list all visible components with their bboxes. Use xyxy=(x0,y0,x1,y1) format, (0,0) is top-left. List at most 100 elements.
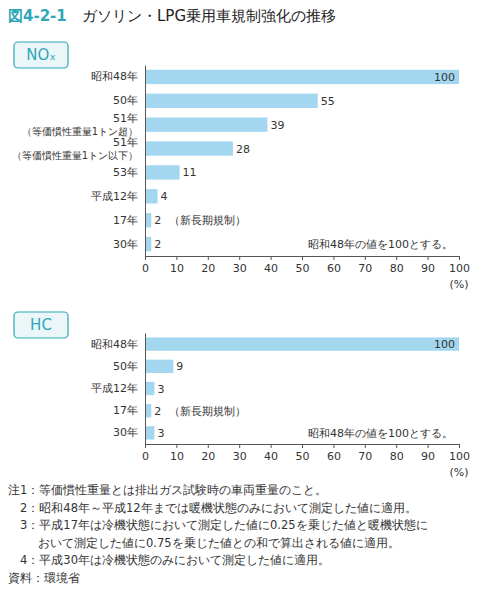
chart: NOₓ0102030405060708090100(%)昭和48年50年51年（… xyxy=(12,42,470,291)
data-label: 55 xyxy=(321,95,335,108)
bar xyxy=(145,426,154,439)
bar xyxy=(145,70,459,84)
note-line: 4：平成30年は冷機状態のみにおいて測定した値に適用。 xyxy=(20,553,330,567)
chart-title: NOₓ xyxy=(26,46,56,64)
bars xyxy=(145,70,459,251)
note: 3：平成17年は冷機状態において測定した値に0.25を乗じた値と暖機状態において… xyxy=(20,518,428,550)
bar xyxy=(145,165,180,179)
x-tick: 80 xyxy=(390,444,404,463)
x-axis: 0102030405060708090100 xyxy=(142,256,470,275)
x-tick-mark xyxy=(208,256,209,260)
x-tick-mark xyxy=(333,256,334,260)
y-tick-label: 30年 xyxy=(113,426,138,439)
bar xyxy=(145,382,154,395)
x-tick-label: 10 xyxy=(170,450,184,463)
x-tick: 100 xyxy=(449,444,470,463)
x-axis-label: (%) xyxy=(449,278,468,291)
y-tick-label-line: 51年 xyxy=(113,112,138,125)
x-tick-mark xyxy=(396,256,397,260)
data-label: 28 xyxy=(236,143,250,156)
x-tick-mark xyxy=(271,256,272,260)
x-tick: 70 xyxy=(358,256,372,275)
x-tick-mark xyxy=(459,444,460,448)
data-label: 9 xyxy=(176,360,183,373)
data-label: 11 xyxy=(183,166,197,179)
x-tick-mark xyxy=(239,256,240,260)
y-tick-label: 平成12年 xyxy=(91,382,138,395)
annotation: 昭和48年の値を100とする。 xyxy=(308,427,453,440)
x-tick: 50 xyxy=(296,444,310,463)
x-tick-mark xyxy=(365,444,366,448)
y-tick-label: 50年 xyxy=(113,94,138,107)
x-tick-mark xyxy=(428,444,429,448)
x-tick: 0 xyxy=(142,444,149,463)
x-tick: 20 xyxy=(201,256,215,275)
note: 4：平成30年は冷機状態のみにおいて測定した値に適用。 xyxy=(20,553,330,567)
bar xyxy=(145,94,318,108)
x-tick-mark xyxy=(176,444,177,448)
y-tick-label: 30年 xyxy=(113,238,138,251)
x-tick-label: 20 xyxy=(201,262,215,275)
x-tick: 30 xyxy=(233,256,247,275)
data-label: 100 xyxy=(434,338,455,351)
y-tick-label: 平成12年 xyxy=(91,190,138,203)
x-tick-mark xyxy=(208,444,209,448)
x-tick-label: 70 xyxy=(358,262,372,275)
x-tick-label: 60 xyxy=(327,450,341,463)
x-tick-mark xyxy=(428,256,429,260)
x-tick-mark xyxy=(145,256,146,260)
x-tick-label: 50 xyxy=(296,262,310,275)
chart: HC0102030405060708090100(%)昭和48年50年平成12年… xyxy=(14,312,470,479)
y-tick: 50年 xyxy=(113,94,145,107)
x-tick-label: 50 xyxy=(296,450,310,463)
y-tick-label-line: （等価慣性重量1トン以下） xyxy=(12,150,138,161)
x-tick-mark xyxy=(239,444,240,448)
data-label: 4 xyxy=(161,190,168,203)
x-tick-label: 30 xyxy=(233,450,247,463)
x-axis-label: (%) xyxy=(449,466,468,479)
bar xyxy=(145,189,158,203)
bars xyxy=(145,337,459,439)
x-tick: 60 xyxy=(327,256,341,275)
y-tick: 平成12年 xyxy=(91,382,145,395)
y-tick: 平成12年 xyxy=(91,190,145,203)
y-tick: 昭和48年 xyxy=(91,70,145,83)
y-tick-label: 50年 xyxy=(113,360,138,373)
source: 資料：環境省 xyxy=(8,571,80,585)
x-tick-label: 100 xyxy=(449,450,470,463)
x-tick: 90 xyxy=(421,256,435,275)
note-line: 2：昭和48年～平成12年までは暖機状態のみにおいて測定した値に適用。 xyxy=(20,501,417,515)
x-tick-label: 60 xyxy=(327,262,341,275)
annotation: 昭和48年の値を100とする。 xyxy=(308,238,453,251)
y-tick: 17年 xyxy=(113,404,145,417)
notes: 注1：等価慣性重量とは排出ガス試験時の車両重量のこと。 2：昭和48年～平成12年… xyxy=(8,483,428,567)
x-tick-mark xyxy=(459,256,460,260)
chart-title: HC xyxy=(30,316,52,334)
y-axis-line xyxy=(145,334,146,445)
x-tick-label: 90 xyxy=(421,450,435,463)
y-tick: 51年（等価慣性重量1トン以下） xyxy=(12,136,145,161)
y-tick: 30年 xyxy=(113,238,145,251)
data-label: 39 xyxy=(270,119,284,132)
x-tick: 60 xyxy=(327,444,341,463)
y-tick: 17年 xyxy=(113,214,145,227)
x-tick: 40 xyxy=(264,444,278,463)
x-tick: 90 xyxy=(421,444,435,463)
x-axis: 0102030405060708090100 xyxy=(142,444,470,463)
data-label: 3 xyxy=(157,383,164,396)
y-tick: 51年（等価慣性重量1トン超） xyxy=(22,112,145,137)
x-tick: 10 xyxy=(170,444,184,463)
x-tick-label: 80 xyxy=(390,262,404,275)
x-tick-mark xyxy=(302,256,303,260)
data-label: 3 xyxy=(157,427,164,440)
bar xyxy=(145,360,173,373)
y-tick: 昭和48年 xyxy=(91,338,145,351)
y-tick-label: 53年 xyxy=(113,166,138,179)
x-tick: 100 xyxy=(449,256,470,275)
annotation: （新長期規制） xyxy=(169,405,246,418)
y-axis: 昭和48年 50年平成12年 17年 30年 xyxy=(91,334,146,445)
y-tick: 53年 xyxy=(113,166,145,179)
figure: 図4-2-1ガソリン・LPG乗用車規制強化の推移NOₓ0102030405060… xyxy=(0,0,481,598)
note: 注1：等価慣性重量とは排出ガス試験時の車両重量のこと。 xyxy=(8,483,327,497)
x-tick: 40 xyxy=(264,256,278,275)
